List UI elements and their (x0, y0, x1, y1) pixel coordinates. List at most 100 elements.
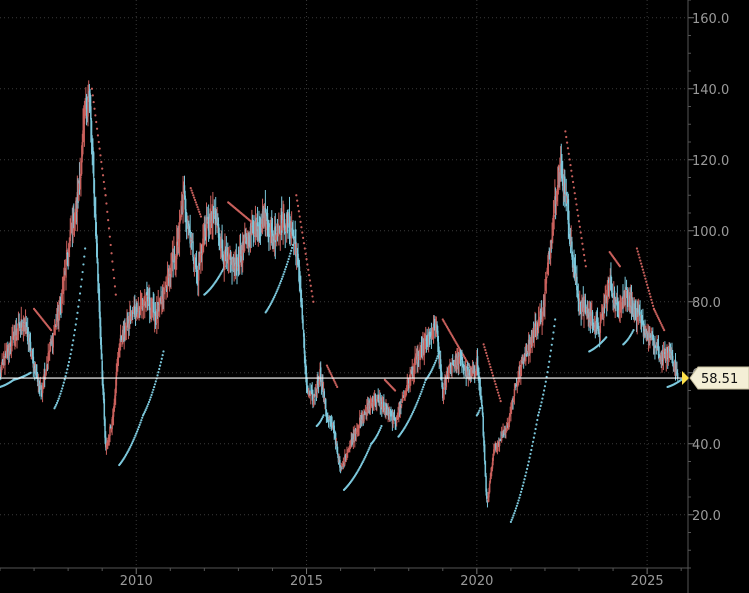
candle-body (503, 430, 506, 434)
sar-dot (487, 360, 490, 363)
candle-body (50, 342, 52, 344)
candle-body (485, 475, 487, 492)
candle-body (487, 496, 489, 502)
candle-body (328, 417, 330, 419)
candle (621, 297, 624, 310)
candle-body (316, 381, 318, 392)
sar-dot (636, 250, 639, 253)
candle (163, 287, 166, 295)
candle (16, 328, 18, 349)
candle-body (390, 413, 393, 416)
candle-body (187, 223, 190, 226)
sar-dot (412, 409, 415, 412)
candle-body (48, 354, 50, 356)
sar-dot (525, 467, 529, 470)
sar-dot (581, 242, 584, 245)
candle-body (224, 249, 226, 267)
candle-body (496, 443, 499, 450)
sar-dot (63, 378, 66, 381)
candle-body (431, 335, 433, 339)
candle-body (655, 344, 658, 349)
candle (197, 251, 200, 297)
sar-dot (570, 169, 573, 172)
candle-body (337, 453, 339, 455)
candle (545, 276, 548, 294)
candle-body (366, 406, 368, 413)
candle-body (593, 329, 595, 331)
candle-body (476, 356, 479, 372)
sar-dot (75, 317, 78, 320)
candle-body (549, 240, 552, 259)
sar-dot (632, 329, 635, 332)
candle-body (288, 213, 291, 228)
candle-body (141, 303, 143, 306)
candle-body (186, 219, 189, 223)
sar-dot (523, 478, 526, 481)
candle (369, 395, 372, 415)
sar-dot (485, 354, 489, 357)
candle-body (315, 391, 317, 396)
candle (175, 255, 177, 278)
candle (622, 284, 624, 314)
sar-dot (579, 231, 582, 234)
candle (483, 440, 486, 465)
candle (366, 399, 368, 421)
candle-body (212, 206, 215, 215)
candle-body (10, 346, 13, 349)
candle-body (112, 410, 115, 417)
candle-body (571, 241, 573, 257)
sar-dot (109, 243, 112, 247)
candle (314, 387, 316, 405)
candle (423, 332, 426, 366)
candle-body (341, 467, 343, 469)
candle-body (539, 311, 541, 319)
candle (400, 403, 403, 409)
sar-dot (296, 199, 299, 202)
candle (100, 317, 102, 350)
sar-dot (153, 385, 156, 389)
candle (471, 365, 473, 379)
candle-body (80, 177, 82, 179)
candle-body (314, 394, 316, 397)
candle-body (101, 360, 103, 378)
candle-body (365, 412, 367, 414)
candle-body (600, 315, 602, 322)
candle-body (29, 338, 31, 342)
sar-dot (306, 263, 309, 266)
candle-body (363, 412, 365, 422)
candle-body (253, 229, 255, 235)
sar-dot (414, 405, 417, 408)
candle (616, 285, 619, 317)
candle-body (119, 343, 121, 347)
candle (108, 434, 111, 446)
candle-body (495, 443, 497, 451)
candle-body (81, 142, 84, 157)
candle (49, 338, 52, 352)
candle-body (508, 415, 511, 423)
sar-dot (651, 301, 654, 304)
sar-dot (575, 203, 578, 206)
sar-dot (101, 167, 104, 170)
candle-body (521, 361, 523, 363)
sar-dot (653, 309, 656, 312)
sar-dot (67, 364, 70, 367)
candle-body (381, 403, 384, 408)
candle-body (59, 300, 62, 305)
candle (547, 251, 550, 276)
sar-dot (84, 247, 87, 250)
sar-dot (73, 328, 77, 332)
candle-body (108, 436, 111, 439)
candle-body (573, 264, 575, 269)
candle (327, 412, 329, 423)
sar-dot (83, 255, 86, 258)
candle (323, 388, 326, 404)
sar-dot (94, 114, 97, 117)
candle-body (500, 432, 503, 441)
candle (375, 400, 377, 411)
sar-dot (410, 414, 413, 417)
sar-dot (516, 502, 519, 505)
candle-body (504, 429, 506, 431)
candle (672, 361, 675, 372)
